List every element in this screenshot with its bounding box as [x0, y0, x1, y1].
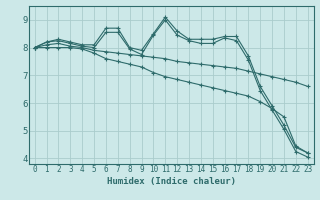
- X-axis label: Humidex (Indice chaleur): Humidex (Indice chaleur): [107, 177, 236, 186]
